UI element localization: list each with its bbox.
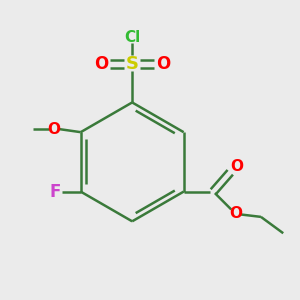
Text: O: O <box>47 122 60 137</box>
Text: S: S <box>126 55 139 73</box>
Text: O: O <box>156 55 170 73</box>
Text: O: O <box>229 206 242 221</box>
Text: O: O <box>94 55 108 73</box>
Text: F: F <box>50 183 61 201</box>
Text: Cl: Cl <box>124 30 140 45</box>
Text: O: O <box>230 159 243 174</box>
